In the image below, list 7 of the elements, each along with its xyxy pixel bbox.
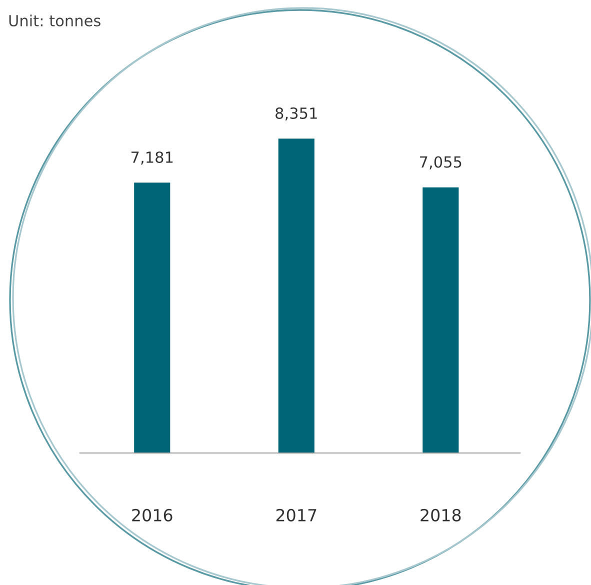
- x-tick-label: 2016: [132, 508, 172, 522]
- x-tick-label: 2018: [420, 508, 461, 522]
- text: Unit: tonnes: [9, 14, 100, 26]
- data-label: 7,055: [420, 156, 462, 170]
- data-label: 7,181: [132, 151, 173, 165]
- data-label: 8,351: [276, 107, 317, 121]
- x-tick-label: 2017: [276, 508, 316, 522]
